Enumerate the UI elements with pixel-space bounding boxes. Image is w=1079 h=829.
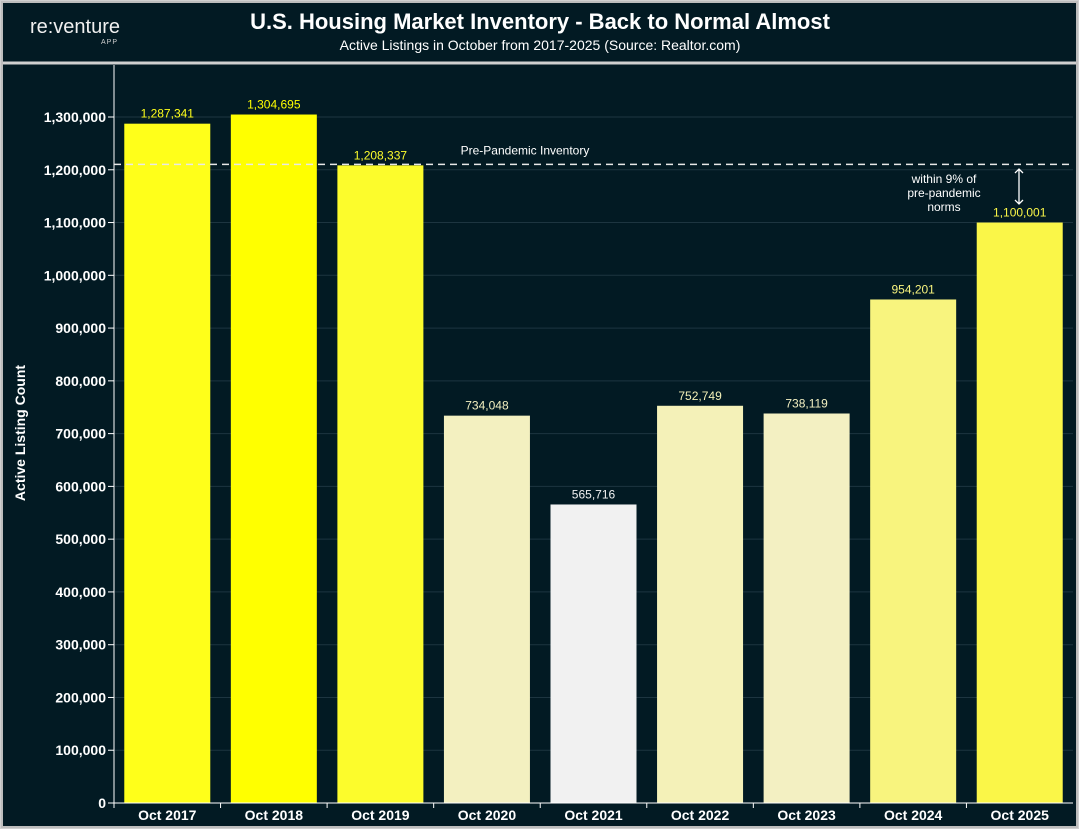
y-tick-label: 100,000 <box>55 742 106 758</box>
y-tick-label: 500,000 <box>55 531 106 547</box>
chart-subtitle: Active Listings in October from 2017-202… <box>340 37 741 53</box>
data-label: 954,201 <box>891 282 935 296</box>
x-tick-label: Oct 2022 <box>671 807 730 823</box>
x-tick-label: Oct 2018 <box>245 807 304 823</box>
data-label: 752,749 <box>678 389 722 403</box>
y-tick-label: 200,000 <box>55 689 106 705</box>
data-label: 565,716 <box>572 487 616 501</box>
bar <box>230 114 317 804</box>
reference-line-label: Pre-Pandemic Inventory <box>461 143 590 157</box>
y-tick-label: 600,000 <box>55 478 106 494</box>
data-label: 1,100,001 <box>993 206 1047 220</box>
x-tick-label: Oct 2021 <box>564 807 623 823</box>
x-tick-label: Oct 2025 <box>991 807 1050 823</box>
x-tick-label: Oct 2020 <box>458 807 517 823</box>
data-label: 1,304,695 <box>247 98 301 112</box>
bar <box>763 413 850 803</box>
y-tick-label: 1,300,000 <box>44 109 106 125</box>
x-tick-label: Oct 2023 <box>777 807 836 823</box>
data-label: 738,119 <box>785 397 828 411</box>
y-tick-label: 300,000 <box>55 637 106 653</box>
y-tick-label: 800,000 <box>55 373 106 389</box>
logo: re:venture <box>30 16 120 38</box>
double-arrow-icon <box>1014 168 1024 205</box>
bar <box>124 123 211 803</box>
y-tick-label: 700,000 <box>55 426 106 442</box>
annotation-text: within 9% of <box>911 172 977 186</box>
bar <box>337 165 424 803</box>
y-tick-label: 1,100,000 <box>44 215 106 231</box>
y-tick-label: 1,200,000 <box>44 162 106 178</box>
bar <box>976 222 1063 803</box>
y-tick-label: 0 <box>98 795 106 811</box>
data-label: 734,048 <box>465 399 509 413</box>
x-tick-label: Oct 2017 <box>138 807 197 823</box>
bar <box>657 405 744 803</box>
y-tick-label: 400,000 <box>55 584 106 600</box>
annotation-text: norms <box>927 200 960 214</box>
bar <box>870 299 957 803</box>
x-tick-label: Oct 2024 <box>884 807 943 823</box>
y-tick-label: 1,000,000 <box>44 267 106 283</box>
x-tick-label: Oct 2019 <box>351 807 410 823</box>
bar <box>443 415 530 803</box>
y-tick-label: 900,000 <box>55 320 106 336</box>
data-label: 1,208,337 <box>354 148 408 162</box>
logo-sub: APP <box>101 39 118 46</box>
chart-title: U.S. Housing Market Inventory - Back to … <box>250 9 831 34</box>
annotation-text: pre-pandemic <box>907 186 980 200</box>
data-label: 1,287,341 <box>141 107 195 121</box>
bar <box>550 504 637 803</box>
y-axis-label: Active Listing Count <box>12 365 28 501</box>
